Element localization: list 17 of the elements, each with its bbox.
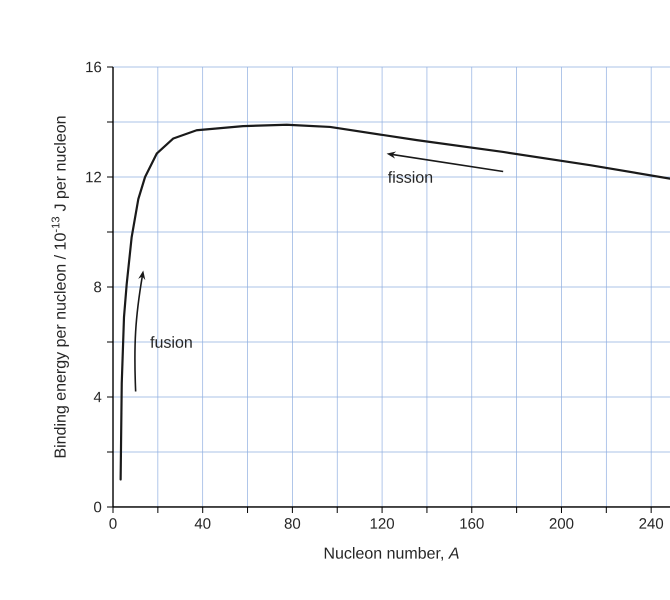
y-tick-label: 0 bbox=[94, 502, 102, 512]
y-tick-label: 4 bbox=[94, 392, 102, 402]
x-tick-label: 200 bbox=[550, 518, 574, 529]
y-tick-label: 12 bbox=[86, 172, 102, 182]
y-tick-label: 16 bbox=[86, 62, 102, 72]
x-tick-label: 80 bbox=[284, 518, 300, 529]
x-tick-label: 0 bbox=[109, 518, 117, 529]
x-tick-label: 120 bbox=[370, 518, 394, 529]
annotation: fusion bbox=[150, 336, 192, 348]
x-tick-label: 40 bbox=[194, 518, 210, 529]
annotation: fission bbox=[388, 171, 432, 183]
x-tick-label: 160 bbox=[460, 518, 484, 529]
x-tick-label: 240 bbox=[639, 518, 664, 529]
x-axis-title: Nucleon number, A bbox=[324, 547, 459, 561]
y-axis-title: Binding energy per nucleon / 10$^{-13}$ J per nucleon bbox=[52, 116, 69, 458]
y-tick-label: 8 bbox=[94, 282, 102, 292]
line-series bbox=[120, 124, 670, 481]
